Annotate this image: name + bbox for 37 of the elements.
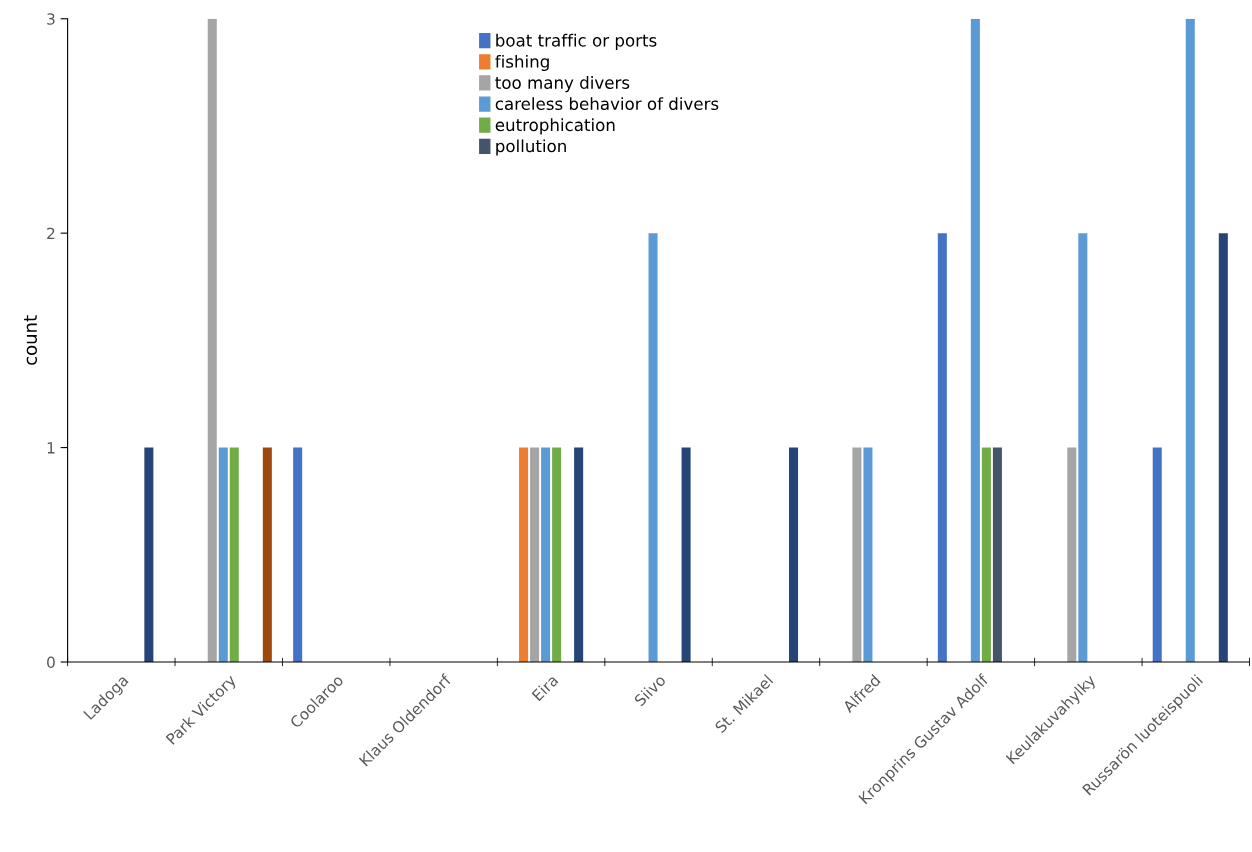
bar <box>262 447 272 662</box>
bar <box>863 447 873 662</box>
y-tick-label: 0 <box>47 656 55 669</box>
y-tick-label: 3 <box>47 13 55 25</box>
bar <box>293 447 303 662</box>
bar <box>530 447 540 662</box>
bar <box>992 447 1002 662</box>
bar <box>519 447 529 662</box>
bar <box>789 447 799 662</box>
bar <box>1218 233 1228 662</box>
legend-label: eutrophication <box>495 118 615 135</box>
bar <box>552 447 562 662</box>
y-tick-label: 2 <box>47 227 55 239</box>
bar <box>218 447 228 662</box>
bar <box>1067 447 1077 662</box>
bar <box>852 447 862 662</box>
legend-label: pollution <box>496 139 566 156</box>
y-tick-label: 1 <box>47 442 55 454</box>
legend-label: careless behavior of divers <box>495 97 719 111</box>
bar <box>1078 233 1088 662</box>
bar <box>229 447 239 662</box>
bar <box>648 233 658 662</box>
bar <box>541 447 551 662</box>
bar <box>937 233 947 662</box>
bar <box>981 447 991 662</box>
bar <box>1185 18 1195 662</box>
bar <box>970 18 980 662</box>
y-axis-title: count <box>24 315 38 365</box>
legend-label: boat traffic or ports <box>496 33 657 50</box>
legend-label: too many divers <box>495 76 630 93</box>
bar <box>574 447 584 662</box>
bar <box>207 18 217 662</box>
x-tick-label: Eira <box>531 674 559 702</box>
legend-label: fishing <box>495 54 549 72</box>
bar <box>1152 447 1162 662</box>
bar <box>681 447 691 662</box>
bar <box>144 447 154 662</box>
